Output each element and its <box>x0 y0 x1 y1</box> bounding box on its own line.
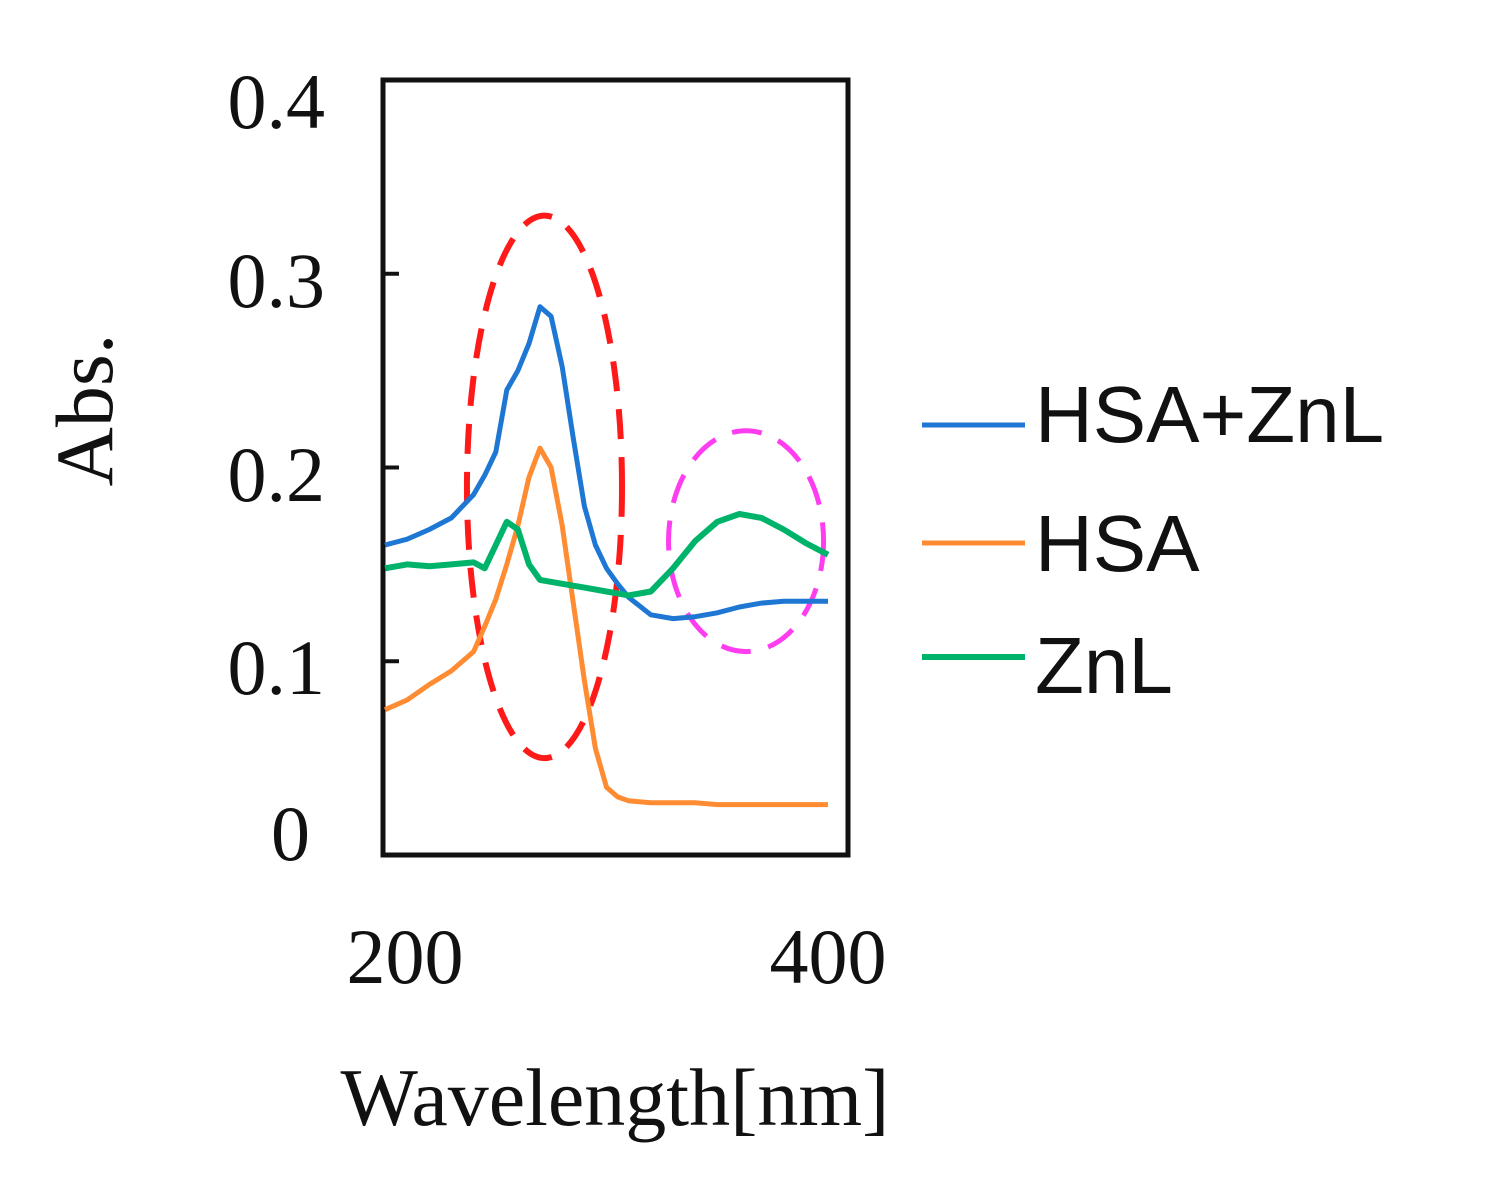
plot-frame <box>380 77 851 858</box>
legend-label-hsa-znl: HSA+ZnL <box>1035 370 1384 459</box>
x-tick-label-400: 400 <box>770 913 887 1000</box>
series-line-znl <box>384 511 830 599</box>
x-tick-label-200: 200 <box>347 913 464 1000</box>
x-axis-title: Wavelength[nm] <box>341 1052 890 1143</box>
highlight-ellipse-red <box>463 212 626 762</box>
y-tick-label-0.4: 0.4 <box>228 58 326 145</box>
series-line-hsa-znl <box>384 304 828 622</box>
y-axis-ticks <box>385 78 399 857</box>
series-line-hsa <box>383 445 828 808</box>
y-tick-label-0.3: 0.3 <box>228 237 326 324</box>
highlight-ellipse-magenta <box>666 428 827 655</box>
legend-label-znl: ZnL <box>1035 621 1173 710</box>
legend: HSA+ZnL HSA ZnL <box>922 370 1384 710</box>
y-axis-title: Abs. <box>39 334 130 487</box>
y-tick-label-0: 0 <box>271 790 310 877</box>
y-tick-label-0.1: 0.1 <box>228 624 326 711</box>
y-tick-label-0.2: 0.2 <box>228 431 326 518</box>
legend-label-hsa: HSA <box>1035 499 1200 588</box>
